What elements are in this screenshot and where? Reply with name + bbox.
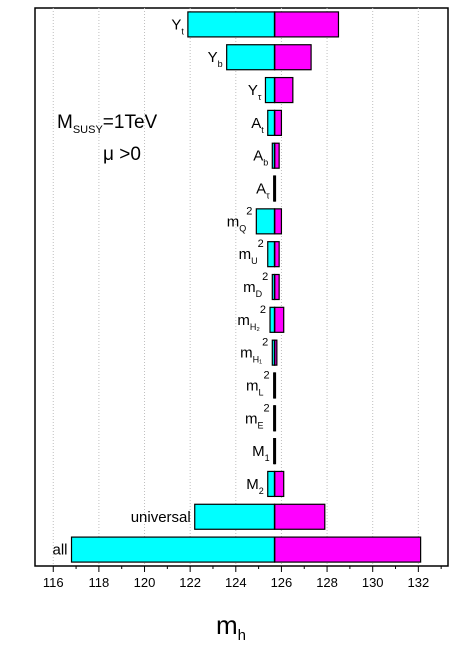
bar-high [273, 536, 422, 563]
x-axis: 116 118 120 122 124 126 128 130 132 [43, 566, 442, 590]
bar-high [273, 44, 312, 71]
x-tick-label: 122 [179, 575, 201, 590]
category-superscript: 2 [262, 337, 268, 349]
category-subscript: D [256, 289, 263, 299]
category-superscript: 2 [260, 304, 266, 316]
category-label: Yt [171, 16, 184, 36]
category-label: M2 [246, 476, 264, 496]
category-label: mL2 [246, 369, 270, 397]
category-subscript: Q [239, 223, 246, 233]
bar-low [255, 208, 276, 235]
category-main: m [240, 345, 253, 362]
x-tick-label: 132 [407, 575, 429, 590]
bar-low [194, 503, 276, 530]
category-superscript: 2 [246, 205, 252, 217]
x-axis-label-text: mh [216, 610, 246, 644]
x-tick-label: 116 [43, 575, 64, 590]
x-tick-label: 120 [134, 575, 156, 590]
x-axis-label-main: m [216, 610, 238, 640]
bar-high [273, 208, 283, 235]
bar-high [273, 503, 326, 530]
bar-low [264, 76, 276, 104]
category-subscript: H₁ [253, 355, 263, 365]
plot-frame [34, 7, 449, 567]
category-main: M [246, 476, 259, 493]
bar-high [273, 11, 340, 38]
x-tick-label: 130 [362, 575, 384, 590]
bar-low [267, 241, 276, 268]
category-label: Yτ [248, 82, 262, 102]
category-main: Y [171, 16, 181, 33]
annotation-line-2: μ >0 [103, 144, 141, 165]
bar-low [226, 44, 276, 71]
category-main: M [252, 443, 265, 460]
category-main: m [245, 410, 258, 427]
category-subscript: 1 [265, 453, 270, 463]
x-tick-label: 126 [271, 575, 293, 590]
category-label: At [251, 115, 264, 135]
category-label: mH₁ 2 [240, 337, 268, 365]
category-subscript: b [218, 59, 223, 69]
category-main: A [253, 148, 263, 165]
annotation-susy: SUSY [73, 124, 104, 136]
category-subscript: b [263, 158, 268, 168]
category-main: m [227, 213, 240, 230]
bar-low [267, 109, 276, 136]
category-main: m [243, 279, 256, 296]
category-superscript: 2 [264, 369, 270, 381]
category-main: all [52, 542, 67, 559]
bar-high [273, 76, 294, 104]
bar-high [273, 109, 283, 136]
category-main: universal [131, 509, 191, 526]
category-superscript: 2 [258, 238, 264, 250]
category-subscript: t [181, 26, 184, 36]
category-subscript: L [259, 387, 264, 397]
x-axis-label-subscript: h [238, 627, 246, 644]
category-label: mD 2 [243, 271, 268, 299]
x-axis-label: mh [216, 610, 246, 644]
category-subscript: H₂ [250, 322, 260, 332]
category-label: mE2 [245, 402, 270, 430]
category-subscript: τ [258, 92, 262, 102]
category-main: m [246, 377, 259, 394]
category-label: mH₂2 [237, 304, 266, 332]
category-label: universal [131, 509, 191, 526]
annotation-m: M [57, 112, 73, 133]
category-main: m [239, 246, 252, 263]
category-main: Y [208, 49, 218, 66]
category-main: m [237, 312, 250, 329]
bars [70, 11, 422, 563]
bar-low [70, 536, 276, 563]
annotation-line-1: MSUSY=1TeV [57, 112, 158, 136]
category-superscript: 2 [264, 402, 270, 414]
annotation-value: =1TeV [103, 112, 158, 133]
category-label: Aτ [256, 181, 270, 201]
bar-low [187, 11, 276, 38]
category-subscript: τ [266, 191, 270, 201]
bar-high [273, 306, 285, 333]
x-tick-label: 128 [316, 575, 338, 590]
category-subscript: E [258, 420, 264, 430]
category-subscript: t [261, 125, 264, 135]
x-tick-label: 124 [225, 575, 247, 590]
category-main: Y [248, 82, 258, 99]
category-label: mU2 [239, 238, 264, 266]
category-main: A [256, 181, 266, 198]
category-label: mQ2 [227, 205, 253, 233]
category-superscript: 2 [262, 271, 268, 283]
category-label: all [52, 542, 67, 559]
category-label: M1 [252, 443, 270, 463]
category-subscript: U [251, 256, 258, 266]
bar-high [273, 470, 285, 498]
annotation: MSUSY=1TeV μ >0 [57, 112, 158, 165]
bar-low [267, 470, 276, 498]
category-subscript: 2 [259, 486, 264, 496]
category-main: A [251, 115, 261, 132]
category-label: Yb [208, 49, 223, 69]
category-label: Ab [253, 148, 268, 168]
category-labels: YtYbYτAtAbAτmQ2mU2mD2mH₂2mH₁2mL2mE2M1M2u… [52, 16, 270, 558]
x-tick-label: 118 [89, 575, 110, 590]
